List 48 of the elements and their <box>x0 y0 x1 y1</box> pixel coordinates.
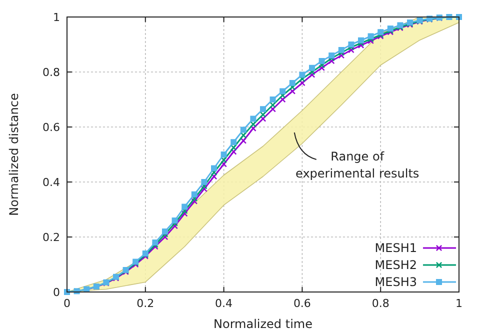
point <box>240 132 246 138</box>
point <box>309 64 315 71</box>
x-axis-title: Normalized time <box>214 317 312 331</box>
point <box>240 138 246 144</box>
y-tick-label: 0 <box>53 286 60 299</box>
y-tick-label: 0.4 <box>42 176 60 189</box>
point <box>201 179 208 185</box>
point <box>230 144 237 151</box>
point <box>240 126 246 133</box>
legend-label: MESH3 <box>374 275 417 289</box>
point <box>328 52 335 58</box>
point <box>152 240 158 246</box>
y-axis-title: Normalized distance <box>7 93 21 216</box>
point <box>378 29 384 36</box>
y-tick-label: 0.6 <box>42 121 60 134</box>
point <box>191 191 198 198</box>
point <box>162 228 168 234</box>
point <box>318 58 325 64</box>
point <box>220 157 227 163</box>
point <box>289 80 296 86</box>
y-tick-label: 0.2 <box>42 231 60 244</box>
x-tick-label: 0.4 <box>215 297 233 310</box>
point <box>260 112 266 118</box>
point <box>182 204 188 210</box>
point <box>172 218 178 224</box>
point <box>348 42 354 48</box>
x-tick-label: 0.6 <box>293 297 311 310</box>
y-tick-label: 0.8 <box>42 66 60 79</box>
point <box>338 47 344 53</box>
legend-label: MESH2 <box>374 258 417 272</box>
point <box>260 106 266 112</box>
point <box>270 102 276 108</box>
x-tick-label: 0.8 <box>372 297 390 310</box>
point <box>230 139 237 146</box>
point <box>299 72 306 78</box>
point <box>211 165 217 172</box>
point <box>220 152 227 158</box>
x-tick-label: 1 <box>456 297 462 310</box>
annotation: Range of experimental results <box>296 150 420 180</box>
point <box>368 33 374 40</box>
point <box>270 96 276 102</box>
point <box>280 88 286 94</box>
y-tick-label: 1 <box>53 11 60 24</box>
x-tick-label: 0.2 <box>136 297 154 310</box>
x-tick-label: 0 <box>64 297 70 310</box>
point <box>358 37 364 44</box>
point <box>250 116 256 122</box>
legend-label: MESH1 <box>374 241 417 255</box>
